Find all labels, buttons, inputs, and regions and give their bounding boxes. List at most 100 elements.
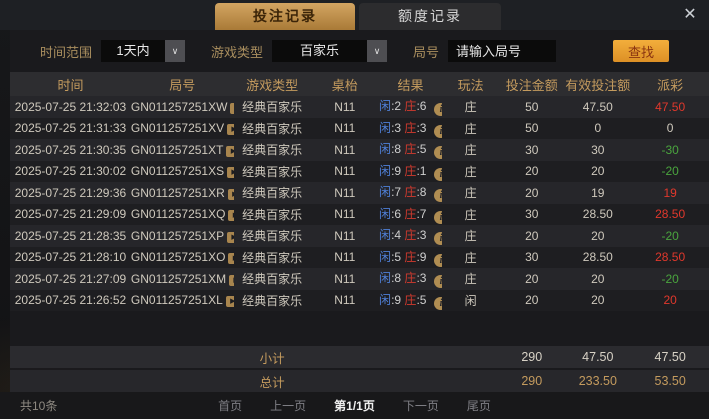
info-icon[interactable]: i (434, 253, 442, 267)
replay-icon[interactable]: ▶ (227, 188, 234, 200)
replay-icon[interactable]: ▶ (227, 167, 234, 179)
cell-bet-amount: 20 (525, 164, 539, 179)
cell-round: GN011257251XO▶ (131, 250, 234, 265)
tab-quota-records[interactable]: 额度记录 (359, 3, 501, 30)
search-button[interactable]: 查找 (613, 40, 669, 62)
cell-result: 闲:8 庄:5i (379, 140, 442, 160)
cell-bet-amount: 20 (525, 185, 539, 200)
pager-last[interactable]: 尾页 (466, 399, 491, 413)
cell-round: GN011257251XT ▶ (131, 143, 234, 157)
info-icon[interactable]: i (434, 124, 442, 138)
cell-round: GN011257251XM▶ (131, 272, 234, 286)
cell-result: 闲:7 庄:8i (379, 183, 442, 203)
cell-payout: 28.50 (655, 250, 686, 265)
pager-prev[interactable]: 上一页 (270, 399, 307, 413)
cell-game-type: 经典百家乐 (242, 293, 303, 308)
cell-valid-bet: 19 (591, 185, 605, 200)
cell-round: GN011257251XR▶ (131, 186, 234, 200)
cell-game-type: 经典百家乐 (242, 121, 303, 136)
cell-payout: -20 (661, 271, 679, 286)
cell-play: 庄 (464, 229, 477, 244)
replay-icon[interactable]: ▶ (226, 145, 234, 157)
table-row: 2025-07-25 21:28:10 GN011257251XO▶ 经典百家乐 N1… (10, 246, 709, 268)
table-row: 2025-07-25 21:32:03 GN011257251XW▶ 经典百家乐 N1… (10, 96, 709, 118)
replay-icon[interactable]: ▶ (229, 274, 234, 286)
table-header: 时间 局号 游戏类型 桌枱 结果 玩法 投注金额 有效投注额 派彩 (10, 72, 709, 96)
cell-table: N11 (334, 250, 356, 265)
tab-bet-records[interactable]: 投注记录 (215, 3, 355, 30)
cell-time: 2025-07-25 21:26:52 (14, 293, 127, 308)
info-icon[interactable]: i (434, 167, 442, 181)
time-range-select[interactable]: 1天内 ∨ (101, 40, 186, 62)
cell-game-type: 经典百家乐 (242, 186, 303, 201)
cell-valid-bet: 28.50 (582, 250, 613, 265)
cell-result: 闲:4 庄:3i (379, 226, 442, 246)
cell-bet-amount: 30 (525, 250, 539, 265)
pager: 首页 上一页 第1/1页 下一页 尾页 (218, 397, 491, 414)
header-table: 桌枱 (331, 77, 358, 93)
cell-game-type: 经典百家乐 (242, 229, 303, 244)
header-payout: 派彩 (657, 77, 684, 93)
table-row: 2025-07-25 21:27:09 GN011257251XM▶ 经典百家乐 N1… (10, 268, 709, 290)
cell-play: 庄 (464, 164, 477, 179)
cell-table: N11 (334, 99, 356, 114)
table-row: 2025-07-25 21:28:35 GN011257251XP▶ 经典百家乐 N1… (10, 225, 709, 247)
cell-bet-amount: 20 (525, 271, 539, 286)
cell-play: 庄 (464, 143, 477, 158)
pager-first[interactable]: 首页 (218, 399, 243, 413)
replay-icon[interactable]: ▶ (228, 210, 234, 222)
cell-game-type: 经典百家乐 (242, 250, 303, 265)
round-number-label: 局号 (413, 44, 440, 60)
cell-time: 2025-07-25 21:30:02 (14, 164, 127, 179)
replay-icon[interactable]: ▶ (227, 124, 234, 136)
cell-play: 庄 (464, 121, 477, 136)
info-icon[interactable]: i (434, 189, 442, 203)
cell-valid-bet: 20 (591, 228, 605, 243)
replay-icon[interactable]: ▶ (225, 296, 234, 308)
cell-time: 2025-07-25 21:29:36 (14, 185, 127, 200)
table-spacer (10, 311, 709, 346)
time-range-value: 1天内 (116, 43, 150, 58)
cell-table: N11 (334, 293, 356, 308)
cell-payout: 19 (663, 185, 677, 200)
cell-play: 庄 (464, 100, 477, 115)
cell-payout: 28.50 (655, 207, 686, 222)
replay-icon[interactable]: ▶ (230, 102, 234, 114)
cell-bet-amount: 50 (525, 121, 539, 136)
table-row: 2025-07-25 21:30:35 GN011257251XT ▶ 经典百家乐 N1… (10, 139, 709, 161)
cell-bet-amount: 30 (525, 142, 539, 157)
cell-play: 闲 (464, 293, 477, 308)
header-bet-amount: 投注金额 (505, 77, 558, 93)
round-number-input[interactable] (448, 40, 557, 62)
cell-bet-amount: 20 (525, 228, 539, 243)
close-icon[interactable]: ✕ (683, 6, 697, 23)
cell-result: 闲:6 庄:7i (379, 205, 442, 224)
cell-time: 2025-07-25 21:28:10 (14, 250, 127, 265)
chevron-down-icon: ∨ (165, 40, 186, 62)
info-icon[interactable]: i (434, 210, 442, 224)
cell-valid-bet: 20 (591, 271, 605, 286)
header-valid-bet: 有效投注额 (565, 77, 631, 93)
cell-bet-amount: 50 (525, 99, 539, 114)
replay-icon[interactable]: ▶ (228, 253, 234, 265)
info-icon[interactable]: i (434, 275, 442, 289)
info-icon[interactable]: i (434, 103, 442, 117)
game-type-label: 游戏类型 (211, 44, 264, 60)
game-type-value: 百家乐 (300, 43, 340, 58)
cell-payout: -30 (661, 142, 679, 157)
pager-next[interactable]: 下一页 (402, 399, 439, 413)
subtotal-label: 小计 (259, 351, 285, 366)
cell-game-type: 经典百家乐 (242, 272, 303, 287)
cell-round: GN011257251XW▶ (131, 100, 234, 114)
subtotal-payout: 47.50 (654, 350, 686, 364)
game-type-select[interactable]: 百家乐 ∨ (272, 40, 388, 62)
replay-icon[interactable]: ▶ (227, 231, 234, 243)
pagination-bar: 共10条 首页 上一页 第1/1页 下一页 尾页 (0, 392, 709, 419)
info-icon[interactable]: i (434, 232, 442, 246)
header-result: 结果 (397, 77, 424, 93)
info-icon[interactable]: i (434, 296, 442, 310)
header-play: 玩法 (457, 77, 484, 93)
cell-table: N11 (334, 164, 356, 179)
cell-payout: -20 (661, 164, 679, 179)
info-icon[interactable]: i (434, 146, 442, 160)
